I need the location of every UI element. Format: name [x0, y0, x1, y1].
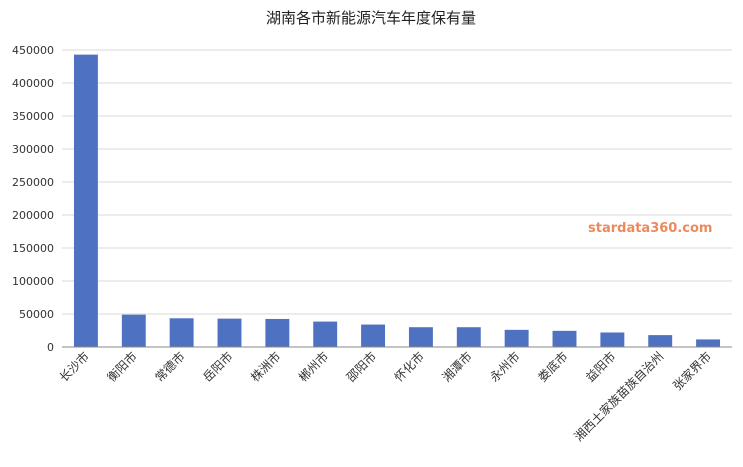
bar	[121, 314, 146, 347]
x-tick-label: 张家界市	[670, 349, 715, 394]
watermark: stardata360.com	[588, 221, 712, 236]
x-tick-label: 湘西土家族苗族自治州	[571, 349, 666, 444]
bar	[408, 327, 433, 347]
gridlines	[62, 49, 732, 348]
bar	[696, 339, 721, 347]
x-axis: 长沙市 衡阳市 常德市 岳阳市 株洲市 郴州市 邵阳市 怀化市 湘潭市 永州市 娄底市 益阳市湘西土家…	[56, 349, 714, 444]
x-tick-label: 衡阳市	[104, 349, 140, 385]
y-tick-label: 0	[47, 341, 54, 354]
bar	[648, 335, 673, 347]
y-tick-label: 400000	[12, 77, 54, 90]
y-tick-label: 150000	[12, 242, 54, 255]
y-tick-label: 50000	[19, 308, 54, 321]
bar	[217, 318, 242, 347]
bar	[456, 327, 481, 347]
bar	[265, 318, 290, 347]
y-tick-label: 100000	[12, 275, 54, 288]
x-tick-label: 常德市	[152, 349, 188, 385]
y-tick-label: 450000	[12, 44, 54, 57]
bar	[552, 330, 577, 347]
bar	[504, 329, 529, 347]
x-tick-label: 长沙市	[56, 349, 92, 385]
x-tick-label: 怀化市	[391, 349, 427, 385]
bars	[73, 54, 721, 348]
x-tick-label: 永州市	[487, 349, 523, 385]
y-axis: 0 50000 100000 150000 200000 250000 300000 3500…	[12, 44, 54, 354]
y-tick-label: 350000	[12, 110, 54, 123]
x-tick-label: 湘潭市	[439, 349, 475, 385]
bar	[73, 54, 98, 348]
x-tick-label: 益阳市	[582, 349, 618, 385]
y-tick-label: 300000	[12, 143, 54, 156]
y-tick-label: 200000	[12, 209, 54, 222]
bar	[313, 321, 338, 347]
x-tick-label: 岳阳市	[200, 349, 236, 385]
x-tick-label: 株洲市	[247, 349, 283, 385]
bar	[600, 332, 625, 347]
chart-title: 湖南各市新能源汽车年度保有量	[266, 9, 476, 27]
x-tick-label: 郴州市	[295, 349, 331, 385]
bar	[361, 324, 386, 347]
y-tick-label: 250000	[12, 176, 54, 189]
x-tick-label: 娄底市	[535, 349, 571, 385]
x-tick-label: 邵阳市	[343, 349, 379, 385]
bar	[169, 318, 194, 347]
